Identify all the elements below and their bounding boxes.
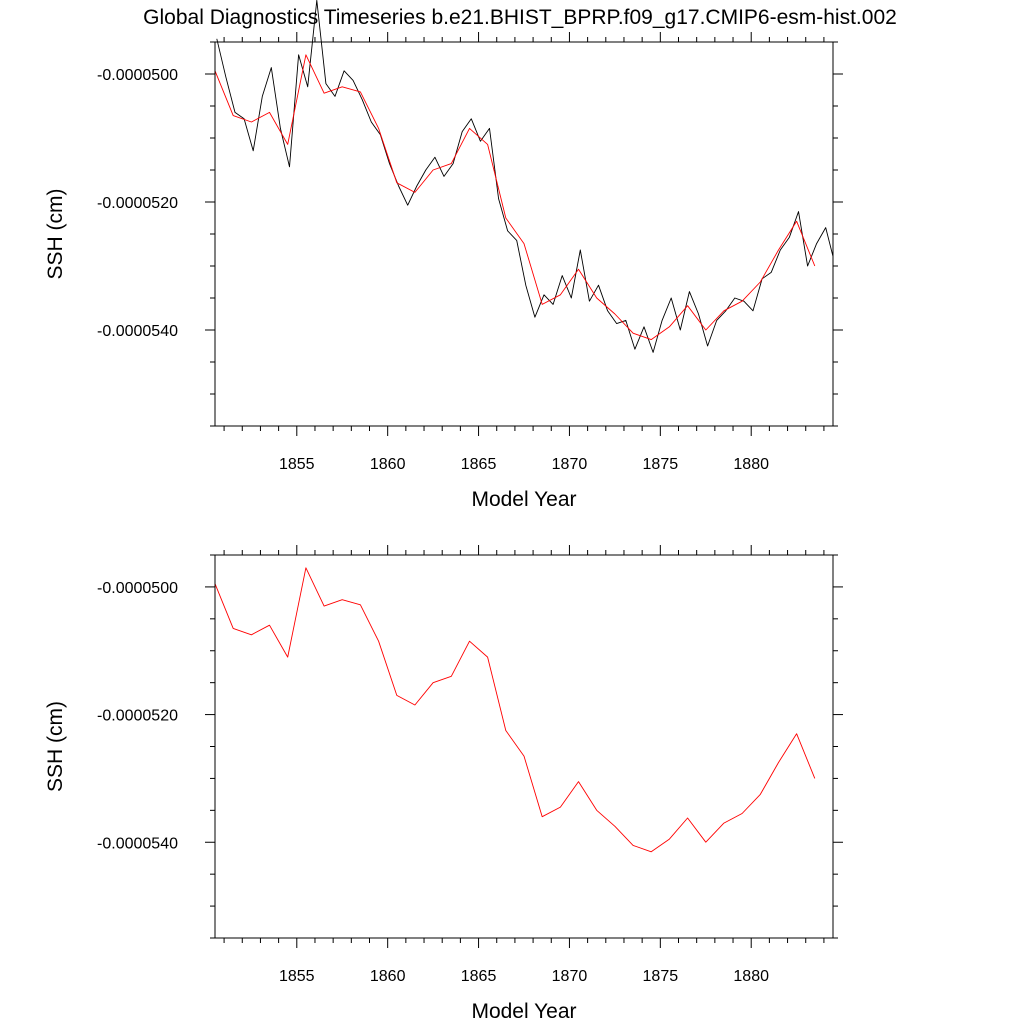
plot-frame xyxy=(214,554,834,939)
chart-panel-1: 1855 1860 1865 1870 1875 1880 -0.0000500 -0.000… xyxy=(44,0,843,511)
y-tick-label: -0.0000500 xyxy=(97,67,178,84)
y-tick-label: -0.0000500 xyxy=(97,580,178,597)
x-tick-label: 1865 xyxy=(461,968,497,985)
x-tick-label: 1870 xyxy=(552,968,588,985)
y-axis-label: SSH (cm) xyxy=(44,701,67,792)
x-axis-label: Model Year xyxy=(471,488,576,511)
chart-title: Global Diagnostics Timeseries b.e21.BHIS… xyxy=(143,6,897,29)
y-tick-label: -0.0000540 xyxy=(97,323,178,340)
x-tick-label: 1855 xyxy=(279,968,315,985)
annual-series-line xyxy=(214,567,816,853)
x-tick-label: 1870 xyxy=(552,456,588,473)
x-tick-label: 1880 xyxy=(733,456,769,473)
x-tick-label: 1860 xyxy=(370,456,406,473)
x-tick-label: 1880 xyxy=(733,968,769,985)
monthly-series-line xyxy=(216,0,834,353)
chart-panel-2: 1855 1860 1865 1870 1875 1880 -0.0000500 -0.000… xyxy=(44,545,843,1023)
y-tick-label: -0.0000540 xyxy=(97,835,178,852)
x-tick-label: 1860 xyxy=(370,968,406,985)
y-tick-label: -0.0000520 xyxy=(97,708,178,725)
y-tick-label: -0.0000520 xyxy=(97,195,178,212)
x-tick-label: 1865 xyxy=(461,456,497,473)
plot-frame xyxy=(214,41,834,427)
y-axis-label: SSH (cm) xyxy=(44,189,67,280)
x-tick-label: 1855 xyxy=(279,456,315,473)
x-tick-label: 1875 xyxy=(643,968,679,985)
x-axis-label: Model Year xyxy=(471,1000,576,1023)
annual-series-line xyxy=(214,54,816,341)
x-tick-label: 1875 xyxy=(643,456,679,473)
